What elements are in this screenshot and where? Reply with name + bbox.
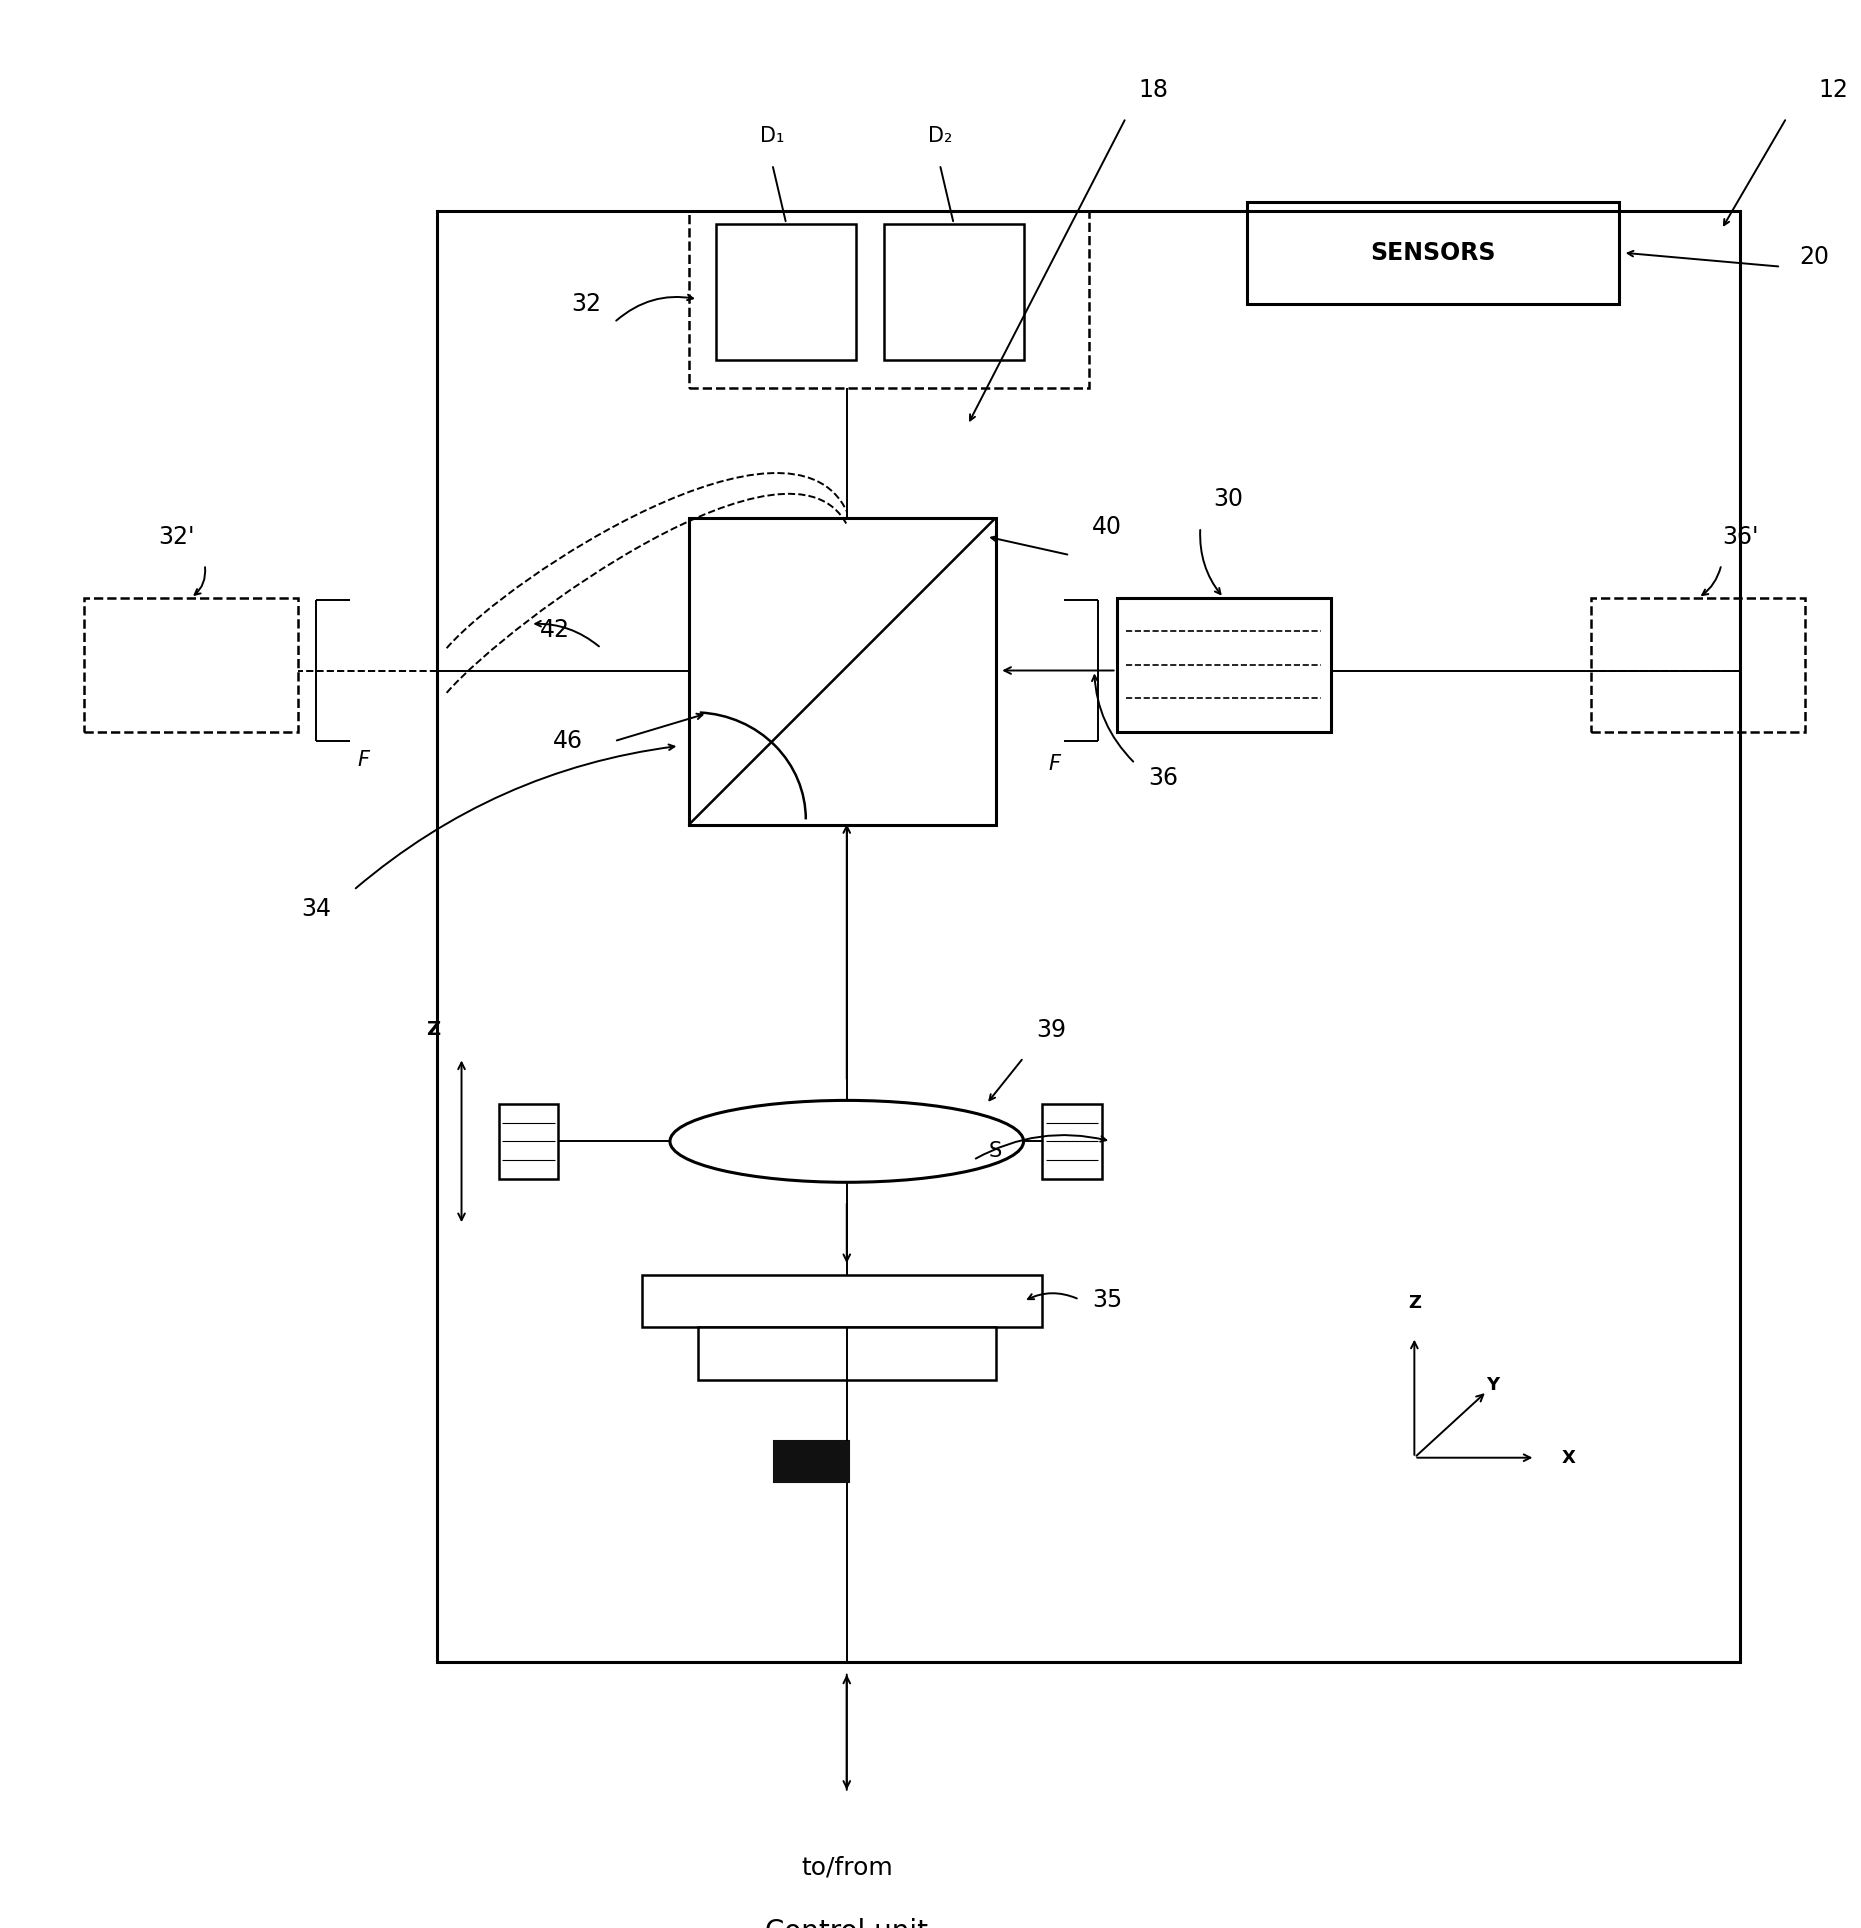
Text: Control unit: Control unit	[765, 1918, 929, 1928]
Text: 32: 32	[571, 291, 601, 316]
Text: D₁: D₁	[759, 127, 785, 147]
Bar	[716, 224, 856, 361]
Bar	[499, 1105, 558, 1178]
Text: 34: 34	[301, 897, 331, 922]
Text: Z: Z	[426, 1020, 441, 1039]
Text: Z: Z	[1409, 1294, 1420, 1313]
Text: F: F	[1050, 754, 1061, 773]
Text: Y: Y	[1487, 1377, 1500, 1394]
Bar	[84, 598, 298, 733]
Bar	[1117, 598, 1331, 733]
Bar	[1042, 1105, 1102, 1178]
Bar	[689, 519, 996, 825]
Text: X: X	[1561, 1448, 1576, 1467]
Text: F: F	[357, 750, 368, 769]
Text: 40: 40	[1092, 515, 1122, 540]
Text: S: S	[988, 1141, 1003, 1161]
Text: 12: 12	[1818, 77, 1848, 102]
Bar	[1591, 598, 1805, 733]
Text: 42: 42	[540, 617, 569, 642]
Text: 36': 36'	[1721, 524, 1759, 549]
Bar	[1247, 202, 1619, 305]
Text: 35: 35	[1092, 1288, 1122, 1311]
Text: 39: 39	[1037, 1018, 1066, 1041]
Text: 32': 32'	[158, 524, 195, 549]
Text: 36: 36	[1148, 767, 1178, 790]
Text: 18: 18	[1139, 77, 1169, 102]
Text: D₂: D₂	[927, 127, 953, 147]
Bar	[774, 1440, 849, 1483]
Bar	[884, 224, 1024, 361]
Text: 30: 30	[1213, 488, 1243, 511]
Text: 20: 20	[1800, 245, 1829, 270]
Bar	[689, 210, 1089, 388]
Text: to/from: to/from	[800, 1855, 893, 1880]
Bar	[642, 1274, 1042, 1328]
Bar	[437, 210, 1740, 1662]
Text: SENSORS: SENSORS	[1370, 241, 1496, 264]
Bar	[698, 1328, 996, 1380]
Text: 46: 46	[553, 729, 582, 754]
